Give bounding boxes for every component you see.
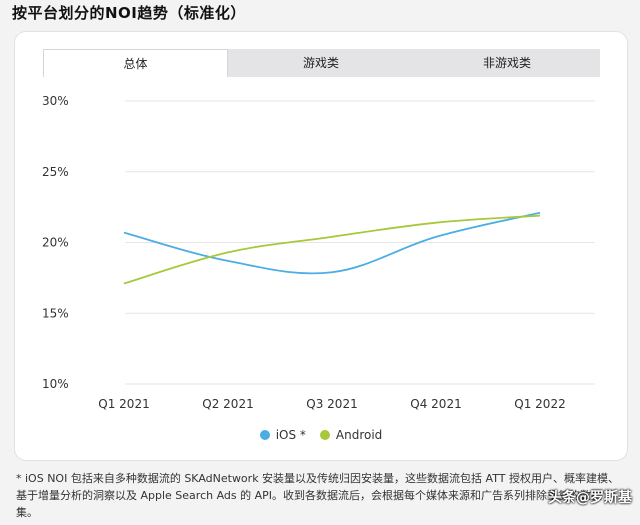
legend-label-android: Android — [335, 428, 383, 442]
x-tick-label: Q2 2021 — [202, 397, 253, 411]
x-tick-label: Q1 2022 — [514, 397, 565, 411]
legend-dot-ios — [259, 430, 270, 440]
x-tick-label: Q1 2021 — [98, 397, 149, 411]
page-title: 按平台划分的NOI趋势（标准化） — [12, 4, 246, 22]
y-tick-label: 25% — [42, 165, 69, 179]
series-line-android — [123, 214, 541, 285]
chart-legend: iOS * Android — [15, 428, 627, 442]
watermark: 头条@罗斯基 — [548, 490, 632, 506]
x-tick-label: Q4 2021 — [410, 397, 461, 411]
x-tick-label: Q3 2021 — [306, 397, 357, 411]
tab-overall[interactable]: 总体 — [43, 49, 228, 77]
y-tick-label: 10% — [42, 377, 69, 391]
series-line-ios — [123, 211, 541, 275]
tab-non-games[interactable]: 非游戏类 — [482, 56, 531, 70]
footnote: * iOS NOI 包括来自多种数据流的 SKAdNetwork 安装量以及传统… — [16, 472, 619, 519]
legend-item-ios[interactable]: iOS * — [259, 428, 306, 442]
y-tick-label: 30% — [42, 94, 69, 108]
chart-card: 总体 游戏类 非游戏类 30% 25% 20% 15% 10% Q1 2021 Q2 202… — [14, 31, 628, 461]
y-tick-label: 15% — [42, 306, 69, 320]
tab-bar: 总体 游戏类 非游戏类 — [43, 49, 600, 77]
legend-dot-android — [319, 430, 330, 440]
line-chart: 30% 25% 20% 15% 10% Q1 2021 Q2 2021 Q3 2021 Q4 2… — [42, 94, 595, 411]
legend-label-ios: iOS * — [275, 428, 306, 442]
legend-item-android[interactable]: Android — [319, 428, 383, 442]
y-tick-label: 20% — [42, 236, 69, 250]
tab-games[interactable]: 游戏类 — [302, 56, 339, 70]
